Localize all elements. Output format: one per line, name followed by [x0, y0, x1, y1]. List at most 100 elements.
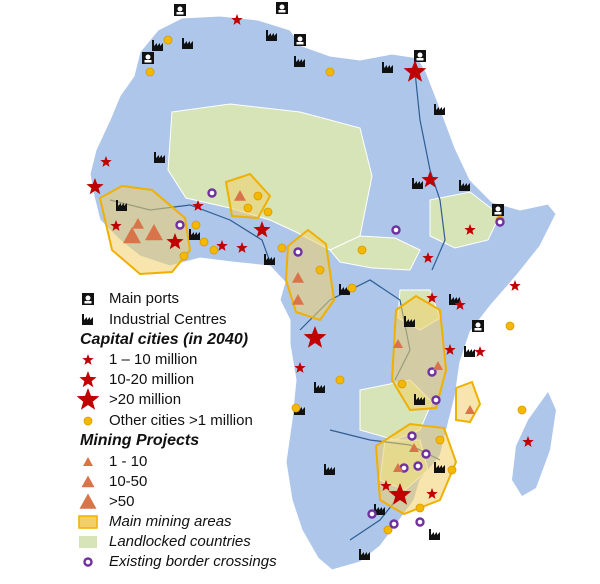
industrial-centre	[294, 56, 305, 67]
legend-star	[79, 371, 97, 388]
industrial-centre	[264, 254, 275, 265]
industrial-centre	[414, 394, 425, 405]
capital-small	[216, 240, 228, 251]
capital-small	[464, 224, 476, 235]
industrial-centre	[429, 529, 440, 540]
legend-label: Existing border crossings	[109, 553, 277, 570]
industrial-centre	[314, 382, 325, 393]
industrial-centre	[154, 152, 165, 163]
legend-label: 1 – 10 million	[109, 351, 197, 368]
legend-triangle	[79, 493, 97, 509]
capital-large	[403, 60, 427, 82]
capital-mid	[421, 171, 439, 188]
other-city	[253, 191, 263, 201]
legend-swatch	[78, 515, 98, 529]
legend-triangle	[81, 475, 95, 488]
port-icon	[475, 322, 481, 328]
port-icon	[278, 10, 286, 13]
mining-project	[433, 361, 443, 370]
border-crossing	[391, 225, 401, 235]
other-city	[325, 67, 335, 77]
industrial-centre	[434, 104, 445, 115]
other-city	[145, 67, 155, 77]
mining-project	[145, 224, 163, 241]
industrial-centre	[152, 40, 163, 51]
other-city	[505, 321, 515, 331]
port-icon	[177, 6, 183, 12]
madagascar	[512, 392, 556, 496]
port-icon	[145, 54, 151, 60]
port-icon	[474, 328, 482, 331]
capital-mid	[86, 178, 104, 195]
legend-label: Other cities >1 million	[109, 412, 253, 429]
border-crossing	[413, 461, 423, 471]
other-city	[291, 403, 301, 413]
capital-small	[380, 480, 392, 491]
mining-project	[123, 227, 141, 244]
industrial-centre	[434, 462, 445, 473]
other-city	[263, 207, 273, 217]
capital-small	[426, 488, 438, 499]
capital-large	[303, 326, 327, 348]
legend-port-icon	[85, 295, 91, 301]
capital-mid	[253, 221, 271, 238]
border-crossing	[495, 217, 505, 227]
other-city	[243, 203, 253, 213]
legend-label: 1 - 10	[109, 453, 147, 470]
border-crossing	[427, 367, 437, 377]
industrial-centre	[404, 316, 415, 327]
industrial-centre	[374, 504, 385, 515]
capital-small	[110, 220, 122, 231]
border-crossing	[421, 449, 431, 459]
legend-port-icon	[84, 301, 92, 304]
industrial-centre	[382, 62, 393, 73]
other-city	[397, 379, 407, 389]
mining-project	[292, 272, 304, 283]
other-city	[415, 503, 425, 513]
capital-mid	[166, 233, 184, 250]
legend-heading: Mining Projects	[80, 432, 199, 449]
legend-label: Main ports	[109, 290, 179, 307]
industrial-centre	[359, 549, 370, 560]
other-city	[191, 220, 201, 230]
industrial-centre	[116, 200, 127, 211]
industrial-centre	[324, 464, 335, 475]
mining-project	[132, 218, 144, 229]
port-icon	[416, 58, 424, 61]
legend-triangle	[83, 457, 93, 466]
legend-heading: Capital cities (in 2040)	[80, 331, 248, 348]
port-icon	[297, 36, 303, 42]
other-city	[435, 435, 445, 445]
legend-swatch	[79, 536, 97, 548]
capital-small	[454, 299, 466, 310]
port-icon	[144, 60, 152, 63]
capital-small	[444, 344, 456, 355]
port-icon	[495, 206, 501, 212]
legend-star	[82, 354, 94, 365]
legend-label: >20 million	[109, 391, 181, 408]
capital-small	[474, 346, 486, 357]
capital-small	[422, 252, 434, 263]
industrial-centre	[459, 180, 470, 191]
other-city	[357, 245, 367, 255]
industrial-centre	[412, 178, 423, 189]
mining-project	[292, 294, 304, 305]
capital-small	[100, 156, 112, 167]
other-city	[179, 251, 189, 261]
other-city	[163, 35, 173, 45]
mining-project	[409, 443, 419, 452]
capital-small	[426, 292, 438, 303]
industrial-centre	[464, 346, 475, 357]
border-crossing	[175, 220, 185, 230]
industrial-centre	[189, 229, 200, 240]
legend-label: 10-50	[109, 473, 147, 490]
capital-small	[509, 280, 521, 291]
port-icon	[279, 4, 285, 10]
other-city	[347, 283, 357, 293]
capital-small	[236, 242, 248, 253]
legend-ring	[83, 557, 93, 567]
other-city	[315, 265, 325, 275]
border-crossing	[389, 519, 399, 529]
border-crossing	[293, 247, 303, 257]
legend-label: >50	[109, 493, 134, 510]
